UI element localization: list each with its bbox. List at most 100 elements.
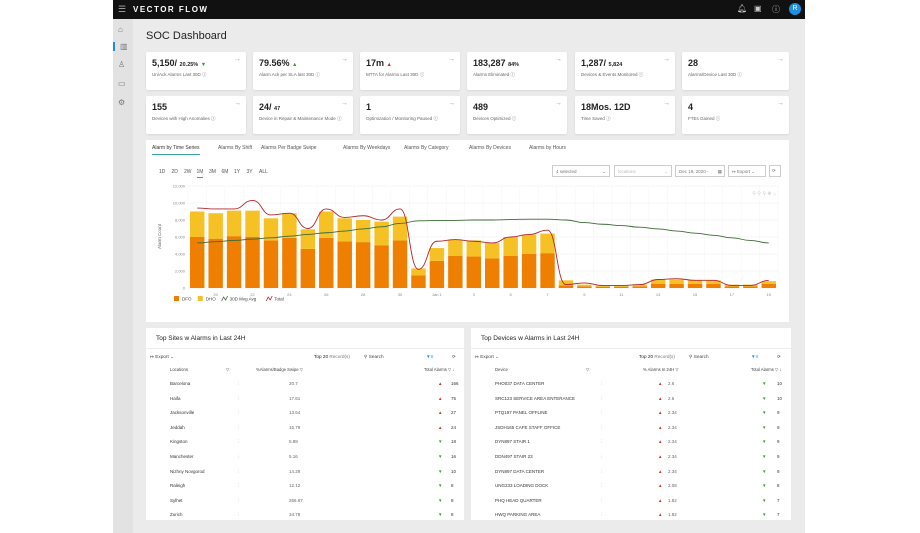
info-icon[interactable]: ⓘ <box>772 5 780 14</box>
bell-icon[interactable]: 🔔︎ <box>737 4 748 13</box>
arrow-right-icon[interactable]: → <box>448 100 455 107</box>
arrow-right-icon[interactable]: → <box>448 56 455 63</box>
table-row[interactable]: JSDH165 CAFE STAFF OFFICE ⋮ ▲ 2.34 ▼ 9 <box>471 421 791 436</box>
range-button[interactable]: 2D <box>171 169 178 175</box>
row-menu-icon[interactable]: ⋮ <box>236 424 241 430</box>
arrow-right-icon[interactable]: → <box>341 56 348 63</box>
settings-icon[interactable]: ⚙ <box>118 98 126 107</box>
users-icon[interactable]: ♙ <box>118 60 126 69</box>
table-row[interactable]: PHO037 DATA CENTER ⋮ ▲ 2.6 ▼ 10 <box>471 377 791 392</box>
home-icon[interactable]: ⌂ <box>118 25 123 34</box>
export-button[interactable]: ↦ Export ⌄ <box>728 165 766 177</box>
column-filter-icon[interactable]: ▽ <box>226 367 230 372</box>
arrow-right-icon[interactable]: → <box>234 100 241 107</box>
dashboard-icon[interactable]: ▥ <box>113 42 128 51</box>
table-row[interactable]: PTQ197 PANEL OFFLINE ⋮ ▲ 2.34 ▼ 9 <box>471 406 791 421</box>
row-menu-icon[interactable]: ⋮ <box>599 410 604 416</box>
column-header[interactable]: Total Alarms ▽ ↓ <box>424 367 455 372</box>
row-menu-icon[interactable]: ⋮ <box>236 512 241 518</box>
table-row[interactable]: Barcelona ⋮ 20.7 ▲ 166 <box>146 377 464 392</box>
table-row[interactable]: Kingston ⋮ 5.88 ▼ 18 <box>146 435 464 450</box>
table-row[interactable]: Raleigh ⋮ 12.12 ▼ 8 <box>146 479 464 494</box>
row-menu-icon[interactable]: ⋮ <box>236 439 241 445</box>
row-menu-icon[interactable]: ⋮ <box>599 424 604 430</box>
range-button[interactable]: 1D <box>159 169 166 175</box>
kpi-card[interactable]: 1 Optimization / Monitoring Paused ⓘ → <box>360 96 460 134</box>
category-select[interactable]: 4 selected ⌄ <box>552 165 610 177</box>
range-button[interactable]: 1Y <box>234 169 241 175</box>
tab-chart[interactable]: Alarms by Hours <box>529 145 566 151</box>
row-menu-icon[interactable]: ⋮ <box>236 483 241 489</box>
range-button[interactable]: ALL <box>259 169 268 175</box>
export-button[interactable]: ↦ Export ⌄ <box>475 354 500 359</box>
kpi-card[interactable]: 17m ▲ MTTA for Alarms Last 30D ⓘ → <box>360 52 460 90</box>
arrow-right-icon[interactable]: → <box>777 56 784 63</box>
tab-chart[interactable]: Alarms By Weekdays <box>343 145 391 151</box>
refresh-button[interactable]: ⟳ <box>769 165 781 177</box>
kpi-card[interactable]: 79.56% ▲ Alarm Ack per SLA last 30D ⓘ → <box>253 52 353 90</box>
row-menu-icon[interactable]: ⋮ <box>599 468 604 474</box>
table-row[interactable]: PHQ HEAD QUARTER ⋮ ▲ 1.82 ▼ 7 <box>471 494 791 509</box>
arrow-right-icon[interactable]: → <box>663 100 670 107</box>
range-button[interactable]: 2W <box>184 169 192 175</box>
filter-icon[interactable]: ▼≡ <box>751 354 759 359</box>
locations-select[interactable]: locations ⌄ <box>614 165 672 177</box>
kpi-card[interactable]: 183,287 84% Alarms Eliminated ⓘ → <box>467 52 567 90</box>
row-menu-icon[interactable]: ⋮ <box>599 395 604 401</box>
column-header[interactable]: %Alarms/Badge Swipe ▽ <box>256 367 303 372</box>
search-input[interactable]: ⚲ Search <box>364 354 384 359</box>
row-menu-icon[interactable]: ⋮ <box>599 483 604 489</box>
kpi-card[interactable]: 28 Alarms/Device Last 30D ⓘ → <box>682 52 789 90</box>
avatar[interactable]: R <box>789 3 801 15</box>
table-row[interactable]: Zurich ⋮ 34.78 ▼ 8 <box>146 508 464 523</box>
arrow-right-icon[interactable]: → <box>777 100 784 107</box>
table-row[interactable]: DYN897 DATA CENTER ⋮ ▲ 2.34 ▼ 9 <box>471 465 791 480</box>
hamburger-menu-icon[interactable]: ☰ <box>118 4 127 14</box>
table-row[interactable]: Haifa ⋮ 17.61 ▲ 75 <box>146 392 464 407</box>
table-row[interactable]: Jacksonville ⋮ 13.64 ▲ 27 <box>146 406 464 421</box>
kpi-card[interactable]: 24/ 47 Device in Repair & Maintenance Mo… <box>253 96 353 134</box>
range-button[interactable]: 1M <box>196 169 204 178</box>
table-row[interactable]: DDN497 STAIR 23 ⋮ ▲ 2.34 ▼ 9 <box>471 450 791 465</box>
refresh-icon[interactable]: ⟳ <box>777 354 781 359</box>
table-row[interactable]: Jeddah ⋮ 15.79 ▲ 24 <box>146 421 464 436</box>
export-button[interactable]: ↦ Export ⌄ <box>150 354 175 359</box>
date-range-picker[interactable]: Dec 19, 2020 - ▦ <box>675 165 725 177</box>
arrow-right-icon[interactable]: → <box>341 100 348 107</box>
row-menu-icon[interactable]: ⋮ <box>599 381 604 386</box>
tab-chart[interactable]: Alarms By Category <box>404 145 449 151</box>
table-row[interactable]: UNG233 LOADING DOCK ⋮ ▲ 2.08 ▼ 8 <box>471 479 791 494</box>
refresh-icon[interactable]: ⟳ <box>452 354 456 359</box>
tab-chart[interactable]: Alarms By Devices <box>469 145 511 151</box>
search-input[interactable]: ⚲ Search <box>689 354 709 359</box>
row-menu-icon[interactable]: ⋮ <box>599 497 604 503</box>
kpi-card[interactable]: 18Mos. 12D Time Saved ⓘ → <box>575 96 675 134</box>
row-menu-icon[interactable]: ⋮ <box>599 454 604 459</box>
row-menu-icon[interactable]: ⋮ <box>236 395 241 401</box>
row-menu-icon[interactable]: ⋮ <box>236 468 241 474</box>
tab-chart[interactable]: Alarm by Time Series <box>152 145 200 155</box>
arrow-right-icon[interactable]: → <box>234 56 241 63</box>
briefcase-icon[interactable]: ▣ <box>754 4 762 13</box>
column-header[interactable]: Device <box>495 367 508 372</box>
range-button[interactable]: 3Y <box>246 169 253 175</box>
row-menu-icon[interactable]: ⋮ <box>599 439 604 445</box>
tab-chart[interactable]: Alarms By Shift <box>218 145 253 151</box>
table-row[interactable]: SRC123 SERVICE AREA ENTERANCE ⋮ ▲ 2.6 ▼ 1… <box>471 392 791 407</box>
table-row[interactable]: Sylhet ⋮ 266.67 ▼ 8 <box>146 494 464 509</box>
row-menu-icon[interactable]: ⋮ <box>236 410 241 416</box>
kpi-card[interactable]: 5,150/ 20.25% ▼ Un/Ack Alarms Last 30D ⓘ… <box>146 52 246 90</box>
arrow-right-icon[interactable]: → <box>555 56 562 63</box>
filter-icon[interactable]: ▼≡ <box>426 354 434 359</box>
arrow-right-icon[interactable]: → <box>663 56 670 63</box>
range-button[interactable]: 3M <box>209 169 216 175</box>
column-header[interactable]: Locations <box>170 367 188 372</box>
row-menu-icon[interactable]: ⋮ <box>236 454 241 459</box>
top-records-select[interactable]: Top 20 Record(s) <box>639 354 675 359</box>
table-row[interactable]: Nizhny Novgorod ⋮ 14.29 ▼ 10 <box>146 465 464 480</box>
kpi-card[interactable]: 155 Devices with High Anomalies ⓘ → <box>146 96 246 134</box>
table-row[interactable]: HWQ PARKING AREA ⋮ ▲ 1.82 ▼ 7 <box>471 508 791 523</box>
row-menu-icon[interactable]: ⋮ <box>236 381 241 386</box>
column-filter-icon[interactable]: ▽ <box>586 367 590 372</box>
tab-chart[interactable]: Alarms Per Badge Swipe <box>261 145 317 151</box>
